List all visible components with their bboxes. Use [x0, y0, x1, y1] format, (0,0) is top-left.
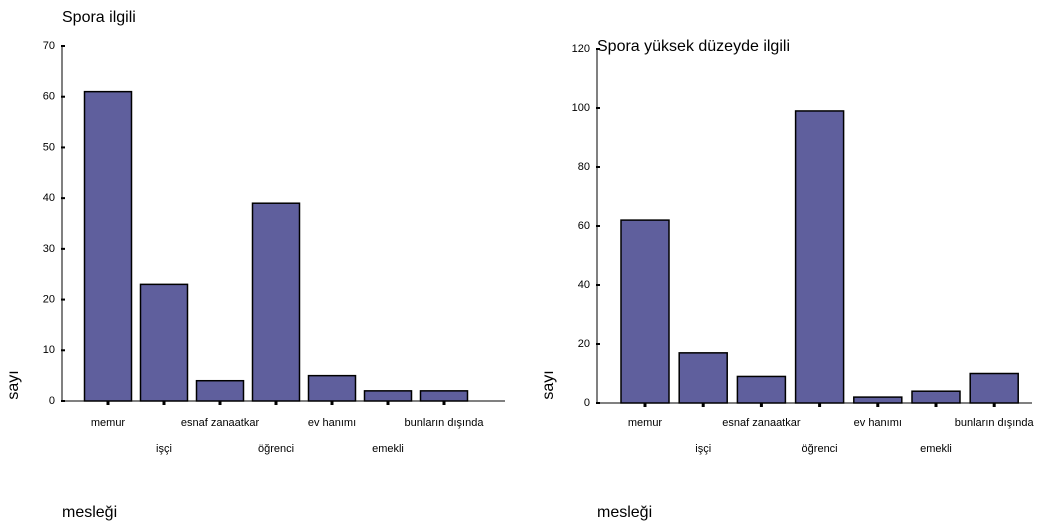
x-tick-label: emekli	[920, 443, 952, 455]
bar	[911, 390, 961, 404]
bar	[853, 396, 903, 404]
chart-title: Spora yüksek düzeyde ilgili	[597, 38, 790, 55]
x-tick-label: öğrenci	[258, 443, 294, 455]
x-tick-label: bunların dışında	[955, 417, 1035, 429]
bar	[83, 90, 133, 402]
bar	[251, 202, 301, 402]
x-tick-label: ev hanımı	[854, 417, 902, 429]
y-tick-label: 70	[43, 40, 55, 52]
bar	[678, 352, 728, 404]
bar	[736, 375, 787, 404]
x-tick-label: öğrenci	[802, 443, 838, 455]
y-tick-label: 0	[49, 395, 55, 407]
y-axis-title: sayı	[5, 370, 22, 399]
x-tick-label: bunların dışında	[405, 417, 485, 429]
y-tick-label: 120	[572, 43, 590, 55]
x-tick-label: emekli	[372, 443, 404, 455]
y-tick-label: 50	[43, 141, 55, 153]
y-tick-label: 100	[572, 102, 590, 114]
x-tick-label: memur	[91, 417, 126, 429]
x-tick-label: ev hanımı	[308, 417, 356, 429]
x-axis-title: mesleği	[597, 504, 652, 521]
y-tick-label: 40	[578, 279, 590, 291]
bar	[794, 110, 845, 404]
bar	[620, 219, 670, 404]
x-axis-title: mesleği	[62, 504, 117, 521]
y-tick-label: 20	[578, 338, 590, 350]
y-tick-label: 0	[584, 397, 590, 409]
bar	[139, 283, 189, 402]
y-tick-label: 20	[43, 293, 55, 305]
x-tick-label: esnaf zanaatkar	[722, 417, 801, 429]
y-tick-label: 40	[43, 192, 55, 204]
x-tick-label: memur	[628, 417, 663, 429]
bar	[419, 390, 469, 402]
x-tick-label: esnaf zanaatkar	[181, 417, 260, 429]
bar	[363, 390, 413, 402]
x-tick-label: işçi	[156, 443, 172, 455]
bar	[969, 372, 1019, 404]
y-tick-label: 10	[43, 344, 55, 356]
y-axis-title: sayı	[540, 370, 557, 399]
x-tick-label: işçi	[695, 443, 711, 455]
chart-title: Spora ilgili	[62, 9, 136, 26]
y-tick-label: 60	[578, 220, 590, 232]
bar	[307, 374, 357, 402]
y-tick-label: 30	[43, 243, 55, 255]
bar	[195, 379, 245, 402]
y-tick-label: 60	[43, 91, 55, 103]
y-tick-label: 80	[578, 161, 590, 173]
